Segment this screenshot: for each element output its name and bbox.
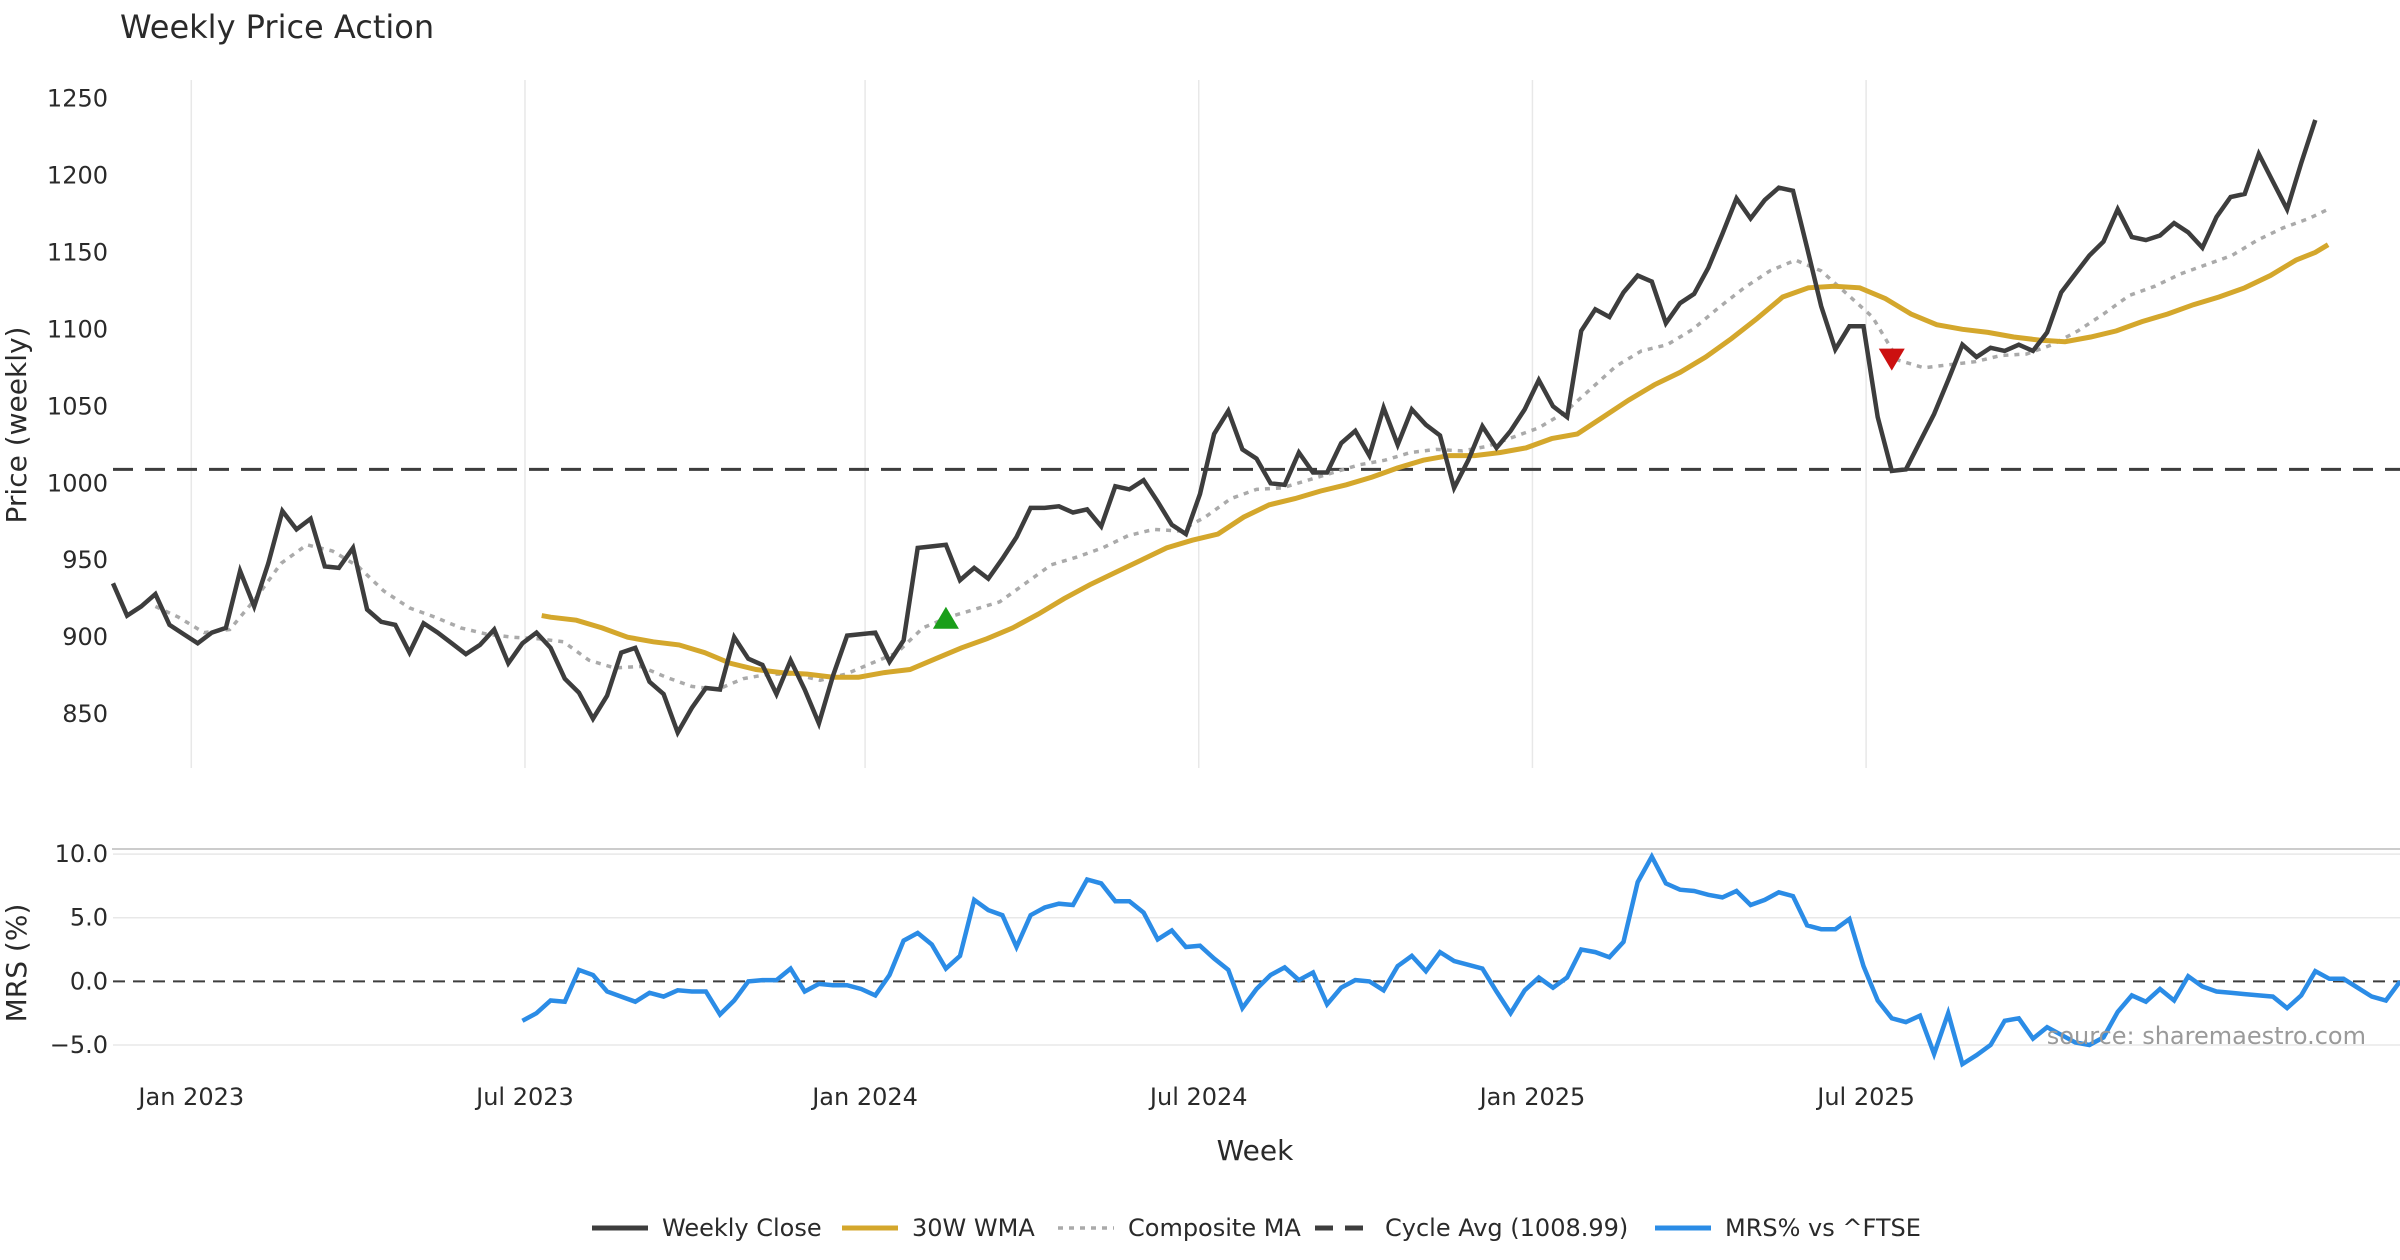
price-y-tick-label: 950 [62,546,108,574]
price-y-tick-label: 1050 [47,392,108,420]
legend-label: 30W WMA [912,1214,1035,1242]
wma-30w-line [541,242,2330,680]
composite-ma-line [154,207,2329,692]
price-y-tick-label: 850 [62,700,108,728]
x-ticks: Jan 2023 Jul 2023 Jan 2024 Jul 2024 Jan 2025… [136,1083,1915,1111]
price-y-tick-label: 1000 [47,469,108,497]
mrs-y-ticks: −5.0 0.0 5.0 10.0 [50,840,108,1059]
mrs-y-label: MRS (%) [0,904,33,1023]
x-tick-label: Jul 2023 [474,1083,574,1111]
mrs-y-tick-label: 0.0 [70,967,108,995]
price-y-tick-label: 1200 [47,161,108,189]
x-tick-label: Jul 2024 [1148,1083,1248,1111]
signal-markers [932,348,1905,629]
price-panel: 850 900 950 1000 1050 1100 1150 1200 1250 Price … [0,80,2400,768]
mrs-y-tick-label: −5.0 [50,1031,108,1059]
price-gridlines [190,80,1867,768]
x-tick-label: Jan 2023 [136,1083,244,1111]
buy-marker [932,606,959,629]
price-y-tick-label: 1250 [47,84,108,112]
price-y-ticks: 850 900 950 1000 1050 1100 1150 1200 1250 [47,84,108,728]
mrs-gridlines [113,853,2400,1046]
legend-label: Cycle Avg (1008.99) [1385,1214,1628,1242]
mrs-y-tick-label: 5.0 [70,904,108,932]
source-text: source: sharemaestro.com [2047,1022,2366,1050]
mrs-line [521,851,2400,1068]
price-y-label: Price (weekly) [0,327,33,524]
legend: Weekly Close 30W WMA Composite MA Cycle Avg… [592,1214,1921,1242]
legend-label: Weekly Close [662,1214,822,1242]
mrs-y-tick-label: 10.0 [55,840,108,868]
legend-label: Composite MA [1128,1214,1301,1242]
price-y-tick-label: 1100 [47,315,108,343]
weekly-close-line [110,119,2318,738]
x-tick-label: Jan 2024 [810,1083,918,1111]
price-y-tick-label: 1150 [47,238,108,266]
legend-label: MRS% vs ^FTSE [1725,1214,1921,1242]
x-tick-label: Jul 2025 [1815,1083,1915,1111]
x-tick-label: Jan 2025 [1478,1083,1586,1111]
x-axis-label: Week [1217,1134,1294,1167]
sell-marker [1878,348,1905,371]
mrs-panel: −5.0 0.0 5.0 10.0 MRS (%) source: sharemaes… [0,840,2400,1068]
price-y-tick-label: 900 [62,623,108,651]
chart-title: Weekly Price Action [120,8,434,46]
